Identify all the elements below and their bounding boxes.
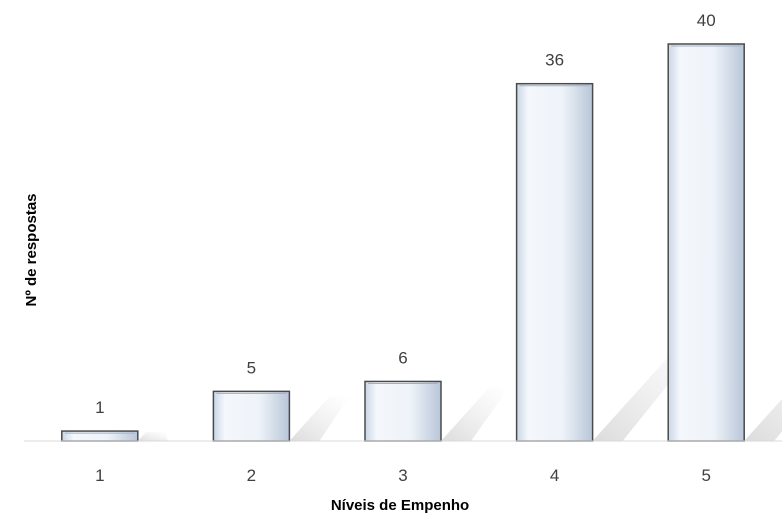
bar-1 <box>61 430 139 442</box>
bar-2 <box>212 390 291 442</box>
bar-shadow <box>744 399 782 441</box>
data-labels-group: 1 5 6 36 40 <box>95 11 716 417</box>
data-label-5: 40 <box>697 11 716 30</box>
bar-4 <box>515 82 594 442</box>
data-label-3: 6 <box>398 348 407 367</box>
x-tick-labels-group: 1 2 3 4 5 <box>95 466 711 485</box>
x-tick-label-4: 4 <box>550 466 559 485</box>
x-tick-label-1: 1 <box>95 466 104 485</box>
data-label-4: 36 <box>545 51 564 70</box>
y-axis-title: Nº de respostas <box>23 193 40 306</box>
x-tick-label-5: 5 <box>701 466 710 485</box>
bars-group <box>61 43 745 442</box>
x-tick-label-2: 2 <box>247 466 256 485</box>
x-axis-title: Níveis de Empenho <box>331 497 469 514</box>
data-label-2: 5 <box>247 358 256 377</box>
bar-shadow <box>441 387 510 441</box>
bar-shadow <box>137 432 168 441</box>
x-tick-label-3: 3 <box>398 466 407 485</box>
bar-3 <box>364 380 442 442</box>
bar-shadow <box>289 396 350 441</box>
bar-5 <box>667 43 745 442</box>
data-label-1: 1 <box>95 398 104 417</box>
